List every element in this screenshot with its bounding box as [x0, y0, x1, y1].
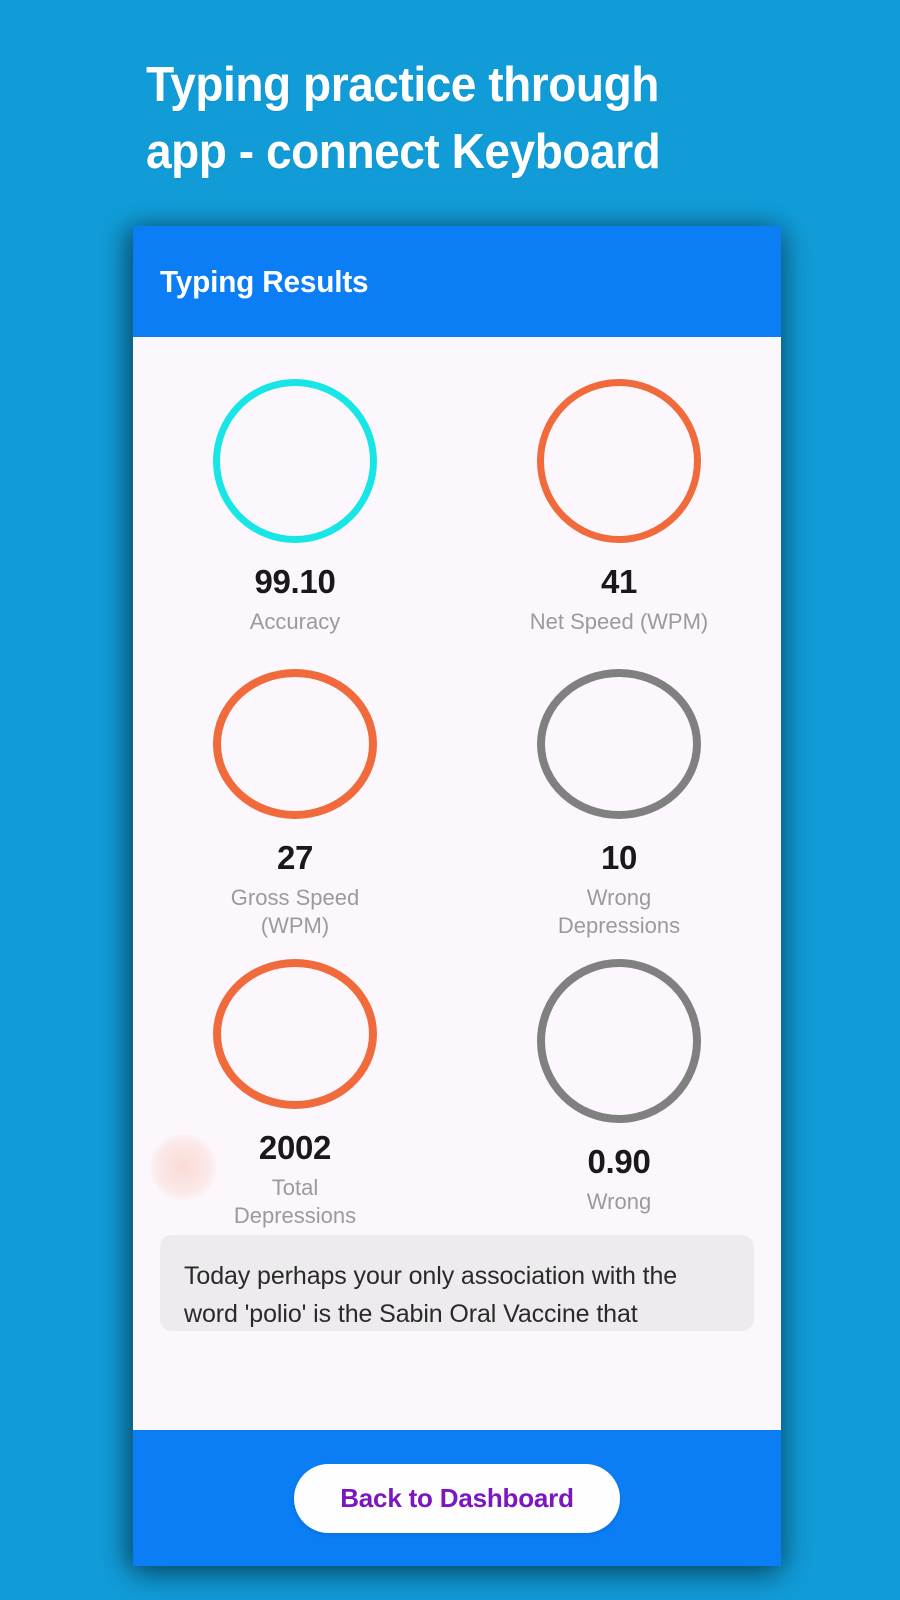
app-screenshot-card: Typing Results 99.10 Accuracy 41 Net Spe…: [133, 226, 781, 1566]
stat-label: Total Depressions: [233, 1175, 357, 1228]
stat-card-accuracy: 99.10 Accuracy: [133, 359, 457, 649]
stat-value: 41: [600, 563, 638, 600]
stat-label: Wrong: [586, 1189, 652, 1214]
stat-card-net-speed: 41 Net Speed (WPM): [457, 359, 781, 649]
promo-heading: Typing practice through app - connect Ke…: [146, 52, 729, 185]
stat-value: 99.10: [254, 563, 336, 600]
passage-section: Today perhaps your only association with…: [133, 1229, 781, 1331]
stats-grid: 99.10 Accuracy 41 Net Speed (WPM) 27 Gro…: [133, 359, 781, 1229]
stat-card-total-depressions: 2002 Total Depressions: [133, 939, 457, 1229]
stat-label: Wrong Depressions: [557, 885, 681, 938]
promo-heading-line-1: Typing practice through: [146, 58, 659, 112]
accuracy-ring-icon: [213, 379, 377, 543]
stat-label: Accuracy: [249, 609, 341, 634]
wrong-ring-icon: [537, 959, 701, 1123]
passage-text: Today perhaps your only association with…: [184, 1262, 678, 1328]
back-to-dashboard-button[interactable]: Back to Dashboard: [294, 1463, 620, 1533]
stat-value: 2002: [258, 1129, 332, 1166]
results-scroll-body[interactable]: 99.10 Accuracy 41 Net Speed (WPM) 27 Gro…: [133, 337, 781, 1430]
wrong-depressions-ring-icon: [537, 669, 701, 819]
stat-card-gross-speed: 27 Gross Speed (WPM): [133, 649, 457, 939]
gross-speed-ring-icon: [213, 669, 377, 819]
stat-label: Gross Speed (WPM): [230, 885, 360, 938]
stat-value: 0.90: [587, 1143, 651, 1180]
stat-label: Net Speed (WPM): [529, 609, 709, 634]
total-depressions-ring-icon: [213, 959, 377, 1109]
stat-value: 27: [276, 839, 314, 876]
stat-card-wrong-depressions: 10 Wrong Depressions: [457, 649, 781, 939]
stat-value: 10: [600, 839, 638, 876]
stat-card-wrong: 0.90 Wrong: [457, 939, 781, 1229]
bottom-action-bar: Back to Dashboard: [133, 1430, 781, 1566]
app-bar: Typing Results: [133, 226, 781, 337]
passage-box: Today perhaps your only association with…: [160, 1235, 754, 1331]
app-bar-title: Typing Results: [160, 263, 369, 299]
promo-heading-line-2: app - connect Keyboard: [146, 124, 661, 179]
net-speed-ring-icon: [537, 379, 701, 543]
